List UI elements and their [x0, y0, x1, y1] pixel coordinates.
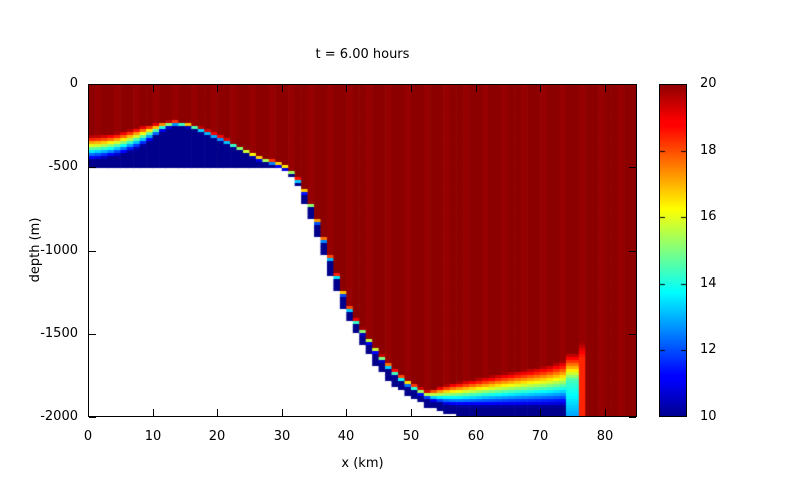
axis-tick-x [346, 409, 347, 416]
axis-tick-y-mirror [629, 417, 636, 418]
axis-tick-y [89, 251, 96, 252]
axis-tick-y [89, 84, 96, 85]
y-tick-label: -2000 [40, 409, 78, 424]
axis-tick-x-mirror [476, 85, 477, 92]
x-tick-label: 60 [467, 429, 485, 444]
axis-tick-x [411, 409, 412, 416]
colorbar-tick-label: 12 [700, 342, 717, 357]
axis-tick-y [89, 417, 96, 418]
y-tick-label: -1500 [40, 326, 78, 341]
axis-tick-x-mirror [217, 85, 218, 92]
x-tick-label: 10 [144, 429, 162, 444]
axis-tick-y [89, 334, 96, 335]
axis-tick-y [89, 167, 96, 168]
x-tick-label: 70 [531, 429, 549, 444]
axis-tick-y-mirror [629, 167, 636, 168]
y-tick-label: -1000 [40, 243, 78, 258]
axis-tick-x [153, 409, 154, 416]
axis-tick-x-mirror [346, 85, 347, 92]
axis-tick-x-mirror [88, 85, 89, 92]
y-tick-label: -500 [48, 159, 78, 174]
colorbar-tick-label: 20 [700, 76, 717, 91]
axis-tick-x [282, 409, 283, 416]
axis-tick-x [217, 409, 218, 416]
axis-tick-x-mirror [153, 85, 154, 92]
axis-tick-y-mirror [629, 251, 636, 252]
axis-tick-x-mirror [540, 85, 541, 92]
axis-tick-x [88, 409, 89, 416]
axis-tick-x [540, 409, 541, 416]
heatmap-canvas [88, 84, 637, 417]
axis-tick-x-mirror [411, 85, 412, 92]
chart-title: t = 6.00 hours [315, 47, 410, 62]
x-tick-label: 20 [208, 429, 226, 444]
colorbar-tick-label: 18 [700, 143, 717, 158]
axis-tick-y-mirror [629, 84, 636, 85]
axis-tick-x [476, 409, 477, 416]
x-tick-label: 40 [337, 429, 355, 444]
axis-tick-x [605, 409, 606, 416]
axis-tick-y-mirror [629, 334, 636, 335]
y-tick-label: 0 [69, 76, 78, 91]
axis-tick-x-mirror [282, 85, 283, 92]
colorbar-tick-label: 10 [700, 409, 717, 424]
x-tick-label: 80 [596, 429, 614, 444]
x-tick-label: 50 [402, 429, 420, 444]
colorbar-gradient [659, 84, 687, 417]
colorbar-tick-label: 14 [700, 276, 717, 291]
axis-tick-x-mirror [605, 85, 606, 92]
x-tick-label: 30 [273, 429, 291, 444]
x-axis-label: x (km) [341, 456, 384, 471]
x-tick-label: 0 [83, 429, 93, 444]
colorbar-tick-label: 16 [700, 209, 717, 224]
